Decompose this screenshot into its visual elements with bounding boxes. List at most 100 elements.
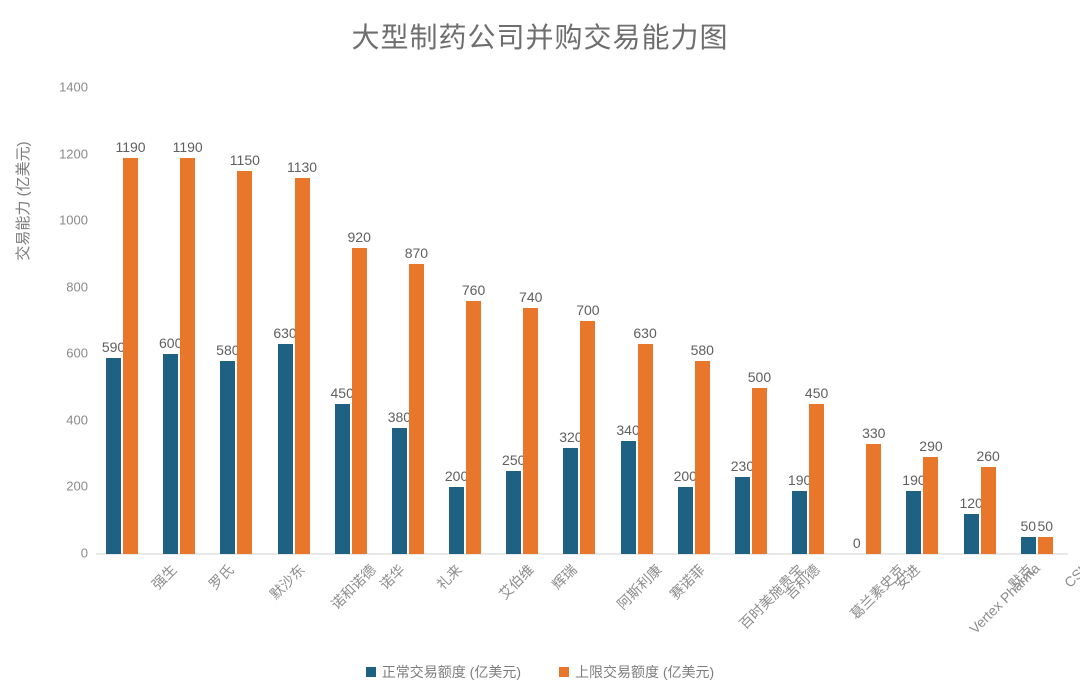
x-axis-category-label: 赛诺菲 xyxy=(666,561,708,603)
bar-cap[interactable] xyxy=(580,321,596,554)
bar-cap[interactable] xyxy=(523,307,539,554)
bar-value-label: 120 xyxy=(959,495,983,512)
bar-group: 200 580 xyxy=(668,87,725,554)
bar-value-label: 580 xyxy=(216,341,240,358)
bar-normal[interactable] xyxy=(277,344,293,554)
plot-area: 590 1190 600 1190 580 1150 630 1130 450 920 380 870… xyxy=(96,87,1068,554)
bar-value-label: 200 xyxy=(444,468,469,485)
bar-cap[interactable] xyxy=(123,157,138,554)
y-axis-tick-0: 0 xyxy=(80,545,88,561)
bar-cap[interactable] xyxy=(351,247,367,554)
bar-normal[interactable] xyxy=(334,404,350,554)
bar-value-label: 1130 xyxy=(286,158,318,175)
bar-normal[interactable] xyxy=(391,427,407,554)
bar-value-label: 630 xyxy=(633,325,657,342)
bar-value-label: 590 xyxy=(101,338,126,355)
x-axis-category-label: 强生 xyxy=(148,561,180,593)
bar-normal[interactable] xyxy=(1020,537,1036,554)
bar-value-label: 870 xyxy=(404,245,429,262)
bar-normal[interactable] xyxy=(220,360,236,554)
bar-cap[interactable] xyxy=(809,404,825,554)
y-axis-tick-1000: 1000 xyxy=(59,212,88,228)
bar-group: 380 870 xyxy=(382,87,439,554)
bar-value-label: 1150 xyxy=(229,152,260,169)
bar-value-label: 330 xyxy=(862,425,886,442)
legend-item[interactable]: 上限交易额度 (亿美元) xyxy=(559,662,714,682)
y-axis-tick-1200: 1200 xyxy=(59,146,88,162)
bar-cap[interactable] xyxy=(180,157,196,554)
bar-cap[interactable] xyxy=(923,457,939,554)
bar-normal[interactable] xyxy=(677,487,693,554)
bar-value-label: 380 xyxy=(387,408,412,425)
bar-cap[interactable] xyxy=(637,344,653,554)
legend-swatch-icon xyxy=(559,667,569,677)
bar-value-label: 450 xyxy=(804,385,829,402)
bar-cap[interactable] xyxy=(408,264,424,554)
bar-normal[interactable] xyxy=(963,514,979,554)
bar-value-label: 600 xyxy=(158,335,183,352)
bar-group: 50 50 xyxy=(1011,87,1068,554)
bar-cap[interactable] xyxy=(866,444,882,554)
bar-normal[interactable] xyxy=(906,490,922,554)
x-axis-category-label: 阿斯利康 xyxy=(613,561,665,613)
bar-value-label: 200 xyxy=(673,468,697,485)
bar-value-label: 260 xyxy=(976,448,1000,465)
y-axis-tick-labels: 0 200 400 600 800 1000 1200 1400 xyxy=(20,0,88,699)
x-axis-category-label: 默沙东 xyxy=(266,561,308,603)
legend-item[interactable]: 正常交易额度 (亿美元) xyxy=(365,662,521,682)
chart-legend: 正常交易额度 (亿美元) 上限交易额度 (亿美元) xyxy=(0,662,1080,682)
y-axis-tick-600: 600 xyxy=(66,345,88,361)
y-axis-tick-400: 400 xyxy=(66,412,88,428)
bar-cap[interactable] xyxy=(294,177,310,554)
bar-normal[interactable] xyxy=(563,447,579,554)
bar-value-label: 190 xyxy=(902,471,926,488)
bar-group: 340 630 xyxy=(611,87,668,554)
bar-group: 590 1190 xyxy=(96,87,153,554)
bar-normal[interactable] xyxy=(449,487,465,554)
bar-normal[interactable] xyxy=(106,357,121,554)
bar-group: 190 290 xyxy=(896,87,953,554)
bar-value-label: 290 xyxy=(919,438,943,455)
y-axis-tick-1400: 1400 xyxy=(59,79,88,95)
x-axis-category-label: 罗氏 xyxy=(205,561,237,593)
x-axis-category-label: CSL xyxy=(1061,560,1080,591)
bar-cap[interactable] xyxy=(980,467,996,554)
x-axis-category-label: 诺华 xyxy=(376,561,409,593)
x-axis-baseline xyxy=(96,553,1068,555)
bar-value-label: 0 xyxy=(852,535,861,551)
bar-cap[interactable] xyxy=(237,171,253,554)
bar-normal[interactable] xyxy=(506,470,522,554)
y-axis-tick-200: 200 xyxy=(66,478,88,494)
bar-cap[interactable] xyxy=(694,360,710,554)
bar-value-label: 450 xyxy=(330,385,354,402)
bar-normal[interactable] xyxy=(792,490,808,554)
legend-swatch-icon xyxy=(365,667,376,677)
bar-cap[interactable] xyxy=(751,387,767,554)
x-axis-category-label: 艾伯维 xyxy=(495,561,537,603)
bar-value-label: 230 xyxy=(730,458,755,475)
bar-normal[interactable] xyxy=(620,440,636,554)
x-axis-category-label: 诺和诺德 xyxy=(327,561,379,613)
bar-value-label: 190 xyxy=(787,471,812,488)
bar-group: 320 700 xyxy=(553,87,610,554)
bar-value-label: 580 xyxy=(690,341,714,358)
legend-label: 正常交易额度 (亿美元) xyxy=(381,664,521,680)
bar-group: 120 260 xyxy=(954,87,1011,554)
bar-group: 230 500 xyxy=(725,87,782,554)
bar-group: 600 1190 xyxy=(153,87,210,554)
bar-value-label: 250 xyxy=(502,451,526,468)
bar-normal[interactable] xyxy=(734,477,750,554)
bar-normal[interactable] xyxy=(163,354,179,554)
bar-value-label: 320 xyxy=(559,428,583,445)
chart-title: 大型制药公司并购交易能力图 xyxy=(351,22,729,53)
bar-value-label: 50 xyxy=(1020,518,1037,535)
bar-group: 580 1150 xyxy=(210,87,267,554)
legend-label: 上限交易额度 (亿美元) xyxy=(575,664,715,680)
bar-cap[interactable] xyxy=(466,301,482,554)
bar-value-label: 1190 xyxy=(172,138,203,155)
x-axis-category-label: 辉瑞 xyxy=(548,561,580,593)
bar-cap[interactable] xyxy=(1037,537,1053,554)
bar-value-label: 340 xyxy=(616,421,640,438)
bar-value-label: 760 xyxy=(461,282,486,299)
